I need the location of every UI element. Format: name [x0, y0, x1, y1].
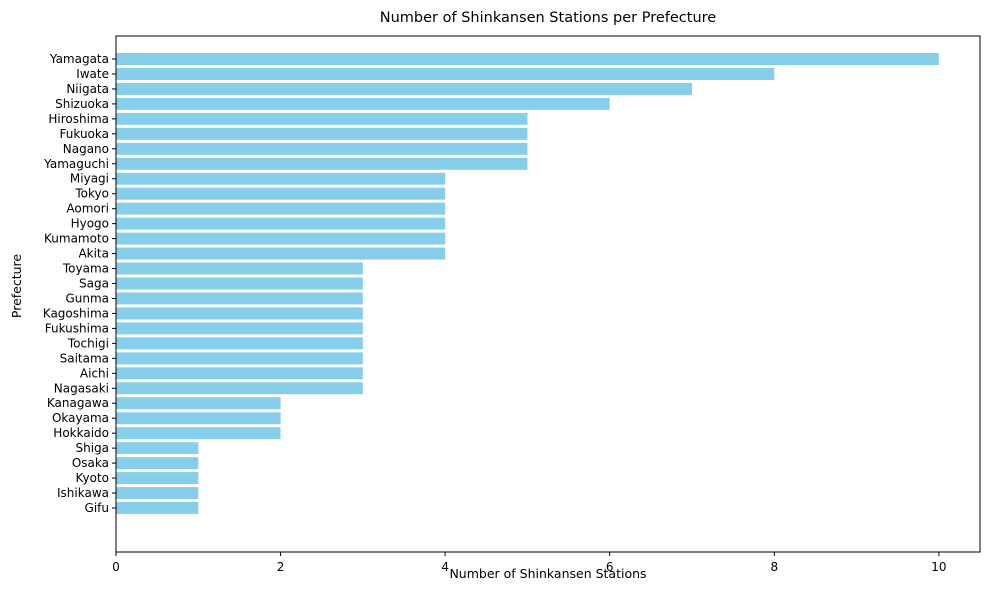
y-tick-label: Gifu [85, 501, 109, 515]
y-tick-label: Saitama [60, 351, 109, 365]
y-tick-label: Gunma [65, 291, 109, 305]
chart-title: Number of Shinkansen Stations per Prefec… [380, 10, 717, 26]
bar-aichi [116, 367, 363, 380]
y-tick-label: Aichi [80, 366, 109, 380]
bar-tokyo [116, 187, 446, 200]
bar-hyogo [116, 217, 446, 230]
bar-akita [116, 247, 446, 260]
x-axis-label: Number of Shinkansen Stations [449, 566, 646, 581]
y-tick-label: Kyoto [76, 471, 110, 485]
y-tick-label: Shizuoka [55, 97, 109, 111]
y-tick-label: Kagoshima [43, 306, 109, 320]
bar-toyama [116, 262, 363, 275]
bar-saitama [116, 352, 363, 365]
bar-saga [116, 277, 363, 290]
bar-nagasaki [116, 382, 363, 395]
x-tick-label: 6 [606, 560, 614, 574]
bar-osaka [116, 457, 199, 470]
x-axis: 0 2 4 6 8 10 [112, 552, 946, 574]
y-tick-label: Toyama [62, 262, 109, 276]
bar-shizuoka [116, 97, 610, 110]
y-tick-label: Ishikawa [57, 486, 109, 500]
bar-miyagi [116, 172, 446, 185]
x-tick-label: 4 [441, 560, 449, 574]
y-tick-label: Fukuoka [60, 127, 109, 141]
y-tick-label: Yamagata [49, 52, 109, 66]
bar-gifu [116, 502, 199, 514]
y-tick-label: Hyogo [71, 217, 109, 231]
y-tick-label: Yamaguchi [43, 157, 109, 171]
bar-hokkaido [116, 427, 281, 440]
y-tick-label: Tokyo [74, 187, 109, 201]
bar-tochigi [116, 337, 363, 350]
y-tick-label: Saga [79, 277, 109, 291]
bar-yamagata [116, 53, 939, 65]
x-tick-label: 0 [112, 560, 120, 574]
bar-shiga [116, 442, 199, 455]
bars-layer [116, 53, 939, 514]
y-tick-label: Nagano [63, 142, 109, 156]
bar-fukushima [116, 322, 363, 335]
bar-ishikawa [116, 487, 199, 500]
bar-fukuoka [116, 127, 528, 140]
bar-niigata [116, 82, 692, 95]
y-tick-label: Shiga [75, 441, 109, 455]
y-tick-label: Niigata [66, 82, 109, 96]
y-tick-label: Tochigi [67, 336, 109, 350]
bar-yamaguchi [116, 157, 528, 170]
y-tick-label: Fukushima [45, 321, 109, 335]
bar-kyoto [116, 472, 199, 485]
bar-iwate [116, 67, 775, 80]
y-tick-label: Kanagawa [47, 396, 109, 410]
bar-hiroshima [116, 112, 528, 125]
y-tick-label: Hiroshima [48, 112, 109, 126]
bar-kumamoto [116, 232, 446, 245]
plot-frame [115, 35, 981, 553]
bar-aomori [116, 202, 446, 215]
y-tick-label: Osaka [72, 456, 109, 470]
bar-okayama [116, 412, 281, 425]
bar-kanagawa [116, 397, 281, 410]
bar-kagoshima [116, 307, 363, 320]
x-tick-label: 8 [770, 560, 778, 574]
bar-gunma [116, 292, 363, 305]
x-tick-label: 10 [931, 560, 946, 574]
y-tick-label: Aomori [66, 202, 109, 216]
y-tick-label: Hokkaido [53, 426, 109, 440]
y-tick-label: Akita [78, 247, 109, 261]
y-axis-label: Prefecture [9, 254, 24, 319]
y-axis: YamagataIwateNiigataShizuokaHiroshimaFuk… [43, 52, 116, 515]
y-tick-label: Iwate [76, 67, 109, 81]
y-tick-label: Miyagi [70, 172, 109, 186]
x-tick-label: 2 [277, 560, 285, 574]
y-tick-label: Kumamoto [44, 232, 109, 246]
y-tick-label: Nagasaki [54, 381, 109, 395]
y-tick-label: Okayama [52, 411, 109, 425]
bar-nagano [116, 142, 528, 155]
